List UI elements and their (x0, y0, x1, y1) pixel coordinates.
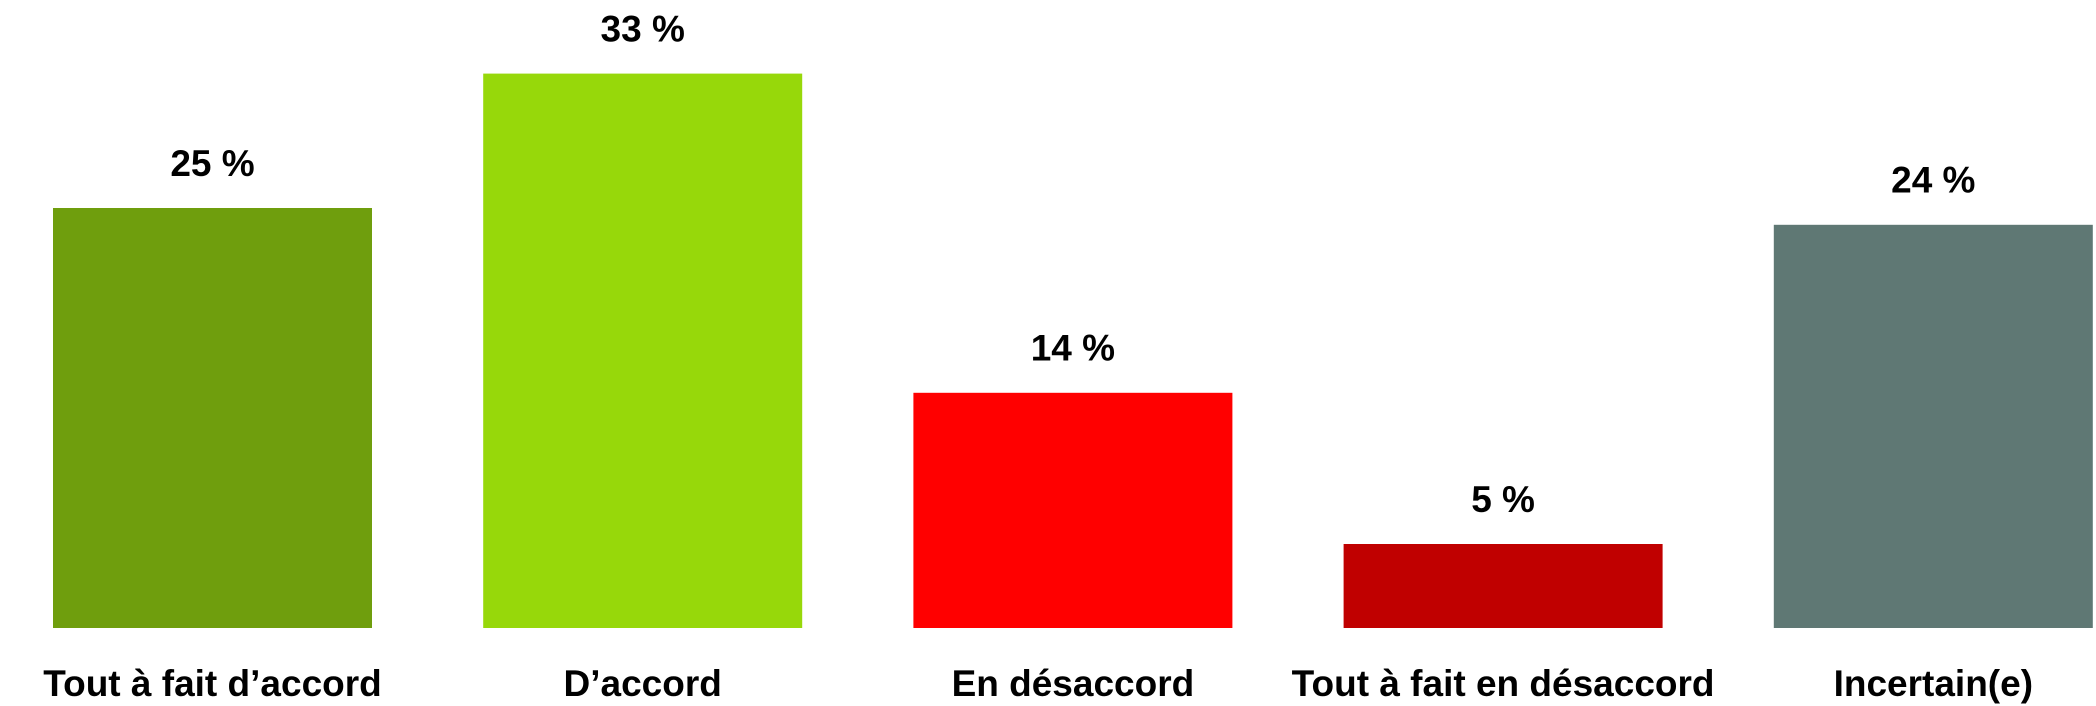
bar (1773, 224, 2093, 629)
bar (1343, 544, 1663, 628)
value-label: 24 % (1891, 160, 1975, 201)
category-label: Tout à fait en désaccord (1292, 663, 1715, 704)
category-label: D’accord (564, 663, 722, 704)
value-label: 5 % (1471, 479, 1535, 520)
value-label: 33 % (601, 8, 685, 49)
category-label: Tout à fait d’accord (43, 663, 382, 704)
value-label: 25 % (170, 143, 254, 184)
category-label: En désaccord (952, 663, 1195, 704)
category-label: Incertain(e) (1834, 663, 2033, 704)
bar (913, 392, 1233, 628)
bar (483, 73, 803, 629)
value-label: 14 % (1031, 328, 1115, 369)
bar (53, 208, 372, 628)
